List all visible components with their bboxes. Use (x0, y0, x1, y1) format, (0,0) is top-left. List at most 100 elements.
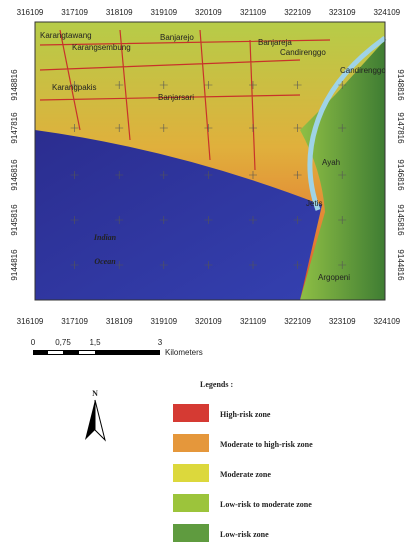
place-name: Karangtawang (40, 31, 92, 40)
grid-cross (293, 81, 302, 89)
grid-cross (204, 81, 213, 89)
grid-cross (115, 171, 124, 179)
y-label-left: 9148816 (10, 69, 19, 101)
x-label-top: 324109 (373, 8, 400, 17)
y-label-left: 9145816 (10, 204, 19, 236)
grid-cross (249, 171, 257, 179)
grid-cross (204, 124, 213, 132)
grid-cross (293, 124, 302, 132)
y-label-left: 9144816 (10, 249, 19, 281)
y-label-left: 9146816 (10, 159, 19, 191)
x-label-top: 319109 (150, 8, 177, 17)
x-label-bottom: 321109 (240, 317, 267, 326)
north-arrow (85, 400, 95, 440)
x-label-bottom: 320109 (195, 317, 222, 326)
grid-cross (159, 261, 168, 269)
hills (300, 40, 385, 300)
grid-cross (338, 171, 347, 179)
ocean-label: Ocean (94, 257, 116, 266)
x-label-top: 323109 (329, 8, 356, 17)
grid-cross (115, 216, 124, 224)
legend-label: Moderate zone (220, 470, 271, 479)
scale-bar-seg (79, 351, 95, 354)
scale-bar-seg (48, 351, 63, 354)
grid-cross (249, 261, 257, 269)
legend-swatch (173, 434, 209, 452)
place-name: Jetis (306, 199, 322, 208)
north-arrow (94, 399, 106, 442)
grid-cross (115, 124, 124, 132)
grid-cross (204, 171, 213, 179)
y-label-right: 9147816 (396, 112, 405, 144)
x-label-top: 316109 (17, 8, 44, 17)
x-label-top: 322109 (284, 8, 311, 17)
ocean-label: Indian (93, 233, 117, 242)
legend-title: Legends : (200, 380, 233, 389)
x-label-top: 318109 (106, 8, 133, 17)
place-name: Candirenggo (280, 48, 326, 57)
place-name: Karangpakis (52, 83, 96, 92)
scale-tick: 0,75 (55, 338, 71, 347)
x-label-bottom: 316109 (17, 317, 44, 326)
grid-cross (293, 261, 302, 269)
place-name: Karangsembung (72, 43, 131, 52)
grid-cross (159, 216, 168, 224)
legend-label: Moderate to high-risk zone (220, 440, 313, 449)
x-label-top: 321109 (240, 8, 267, 17)
grid-cross (70, 216, 79, 224)
grid-cross (70, 171, 79, 179)
place-name: Banjarejo (160, 33, 194, 42)
place-name: Banjareja (258, 38, 292, 47)
map-frame (34, 21, 386, 301)
grid-cross (159, 81, 168, 89)
legend-label: Low-risk to moderate zone (220, 500, 312, 509)
grid-cross (338, 261, 347, 269)
grid-cross (293, 171, 302, 179)
y-label-right: 9148816 (396, 69, 405, 101)
legend-swatch (173, 524, 209, 542)
place-name: Banjarsari (158, 93, 194, 102)
legend-swatch (173, 464, 209, 482)
grid-cross (249, 124, 257, 132)
scale-bar (33, 350, 160, 355)
scale-tick: 0 (31, 338, 36, 347)
grid-cross (159, 171, 168, 179)
scale-unit: Kilometers (165, 348, 203, 357)
grid-cross (338, 81, 347, 89)
x-label-top: 317109 (61, 8, 88, 17)
grid-cross (115, 81, 124, 89)
legend-swatch (173, 494, 209, 512)
grid-cross (338, 216, 347, 224)
ocean (35, 130, 322, 300)
grid-cross (204, 261, 213, 269)
river (307, 35, 387, 211)
y-label-left: 9147816 (10, 112, 19, 144)
grid-cross (115, 261, 124, 269)
scale-tick: 3 (158, 338, 163, 347)
scale-tick: 1,5 (89, 338, 101, 347)
grid-cross (159, 124, 168, 132)
y-label-right: 9145816 (396, 204, 405, 236)
legend-label: High-risk zone (220, 410, 271, 419)
place-name: Ayah (322, 158, 340, 167)
x-label-bottom: 318109 (106, 317, 133, 326)
map (34, 21, 387, 301)
x-label-bottom: 324109 (373, 317, 400, 326)
grid-cross (338, 124, 347, 132)
y-label-right: 9146816 (396, 159, 405, 191)
x-label-bottom: 317109 (61, 317, 88, 326)
roads (39, 29, 331, 171)
x-label-bottom: 323109 (329, 317, 356, 326)
x-label-bottom: 322109 (284, 317, 311, 326)
y-label-right: 9144816 (396, 249, 405, 281)
x-label-bottom: 319109 (150, 317, 177, 326)
x-label-top: 320109 (195, 8, 222, 17)
grid-cross (249, 216, 257, 224)
north-label: N (92, 389, 98, 398)
grid-cross (293, 216, 302, 224)
grid-cross (70, 81, 79, 89)
grid-cross (70, 124, 79, 132)
place-name: Candirenggo (340, 66, 386, 75)
